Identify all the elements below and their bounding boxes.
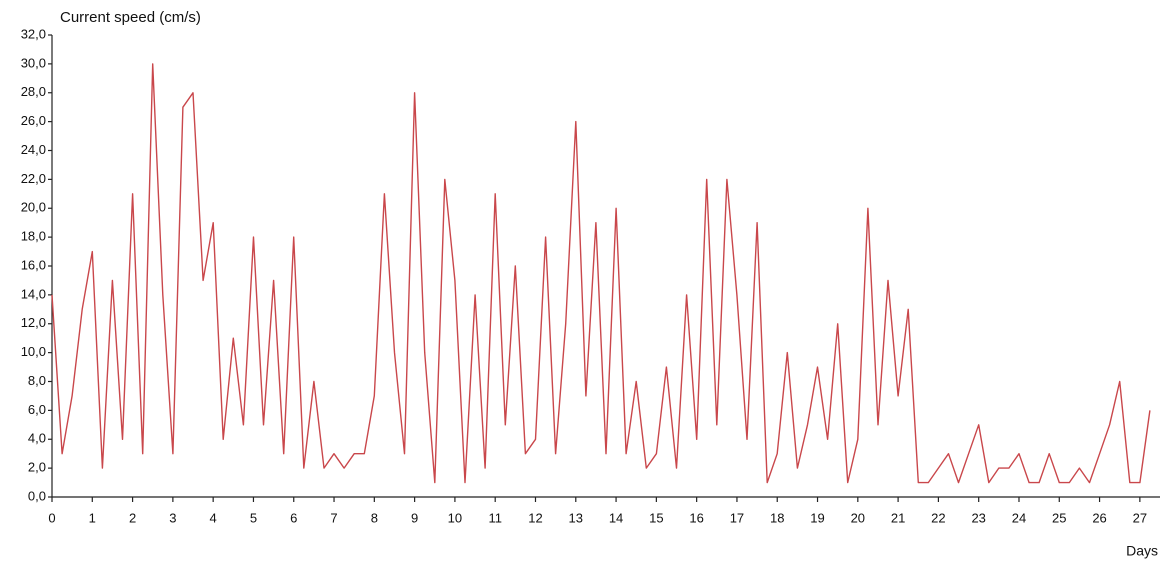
x-tick-label: 16	[689, 510, 703, 525]
y-tick-label: 32,0	[21, 26, 46, 41]
x-axis-label: Days	[1126, 543, 1158, 559]
x-tick-label: 6	[290, 510, 297, 525]
x-tick-label: 1	[89, 510, 96, 525]
x-tick-label: 15	[649, 510, 663, 525]
x-tick-label: 17	[730, 510, 744, 525]
y-tick-label: 16,0	[21, 257, 46, 272]
x-tick-label: 8	[371, 510, 378, 525]
y-tick-label: 14,0	[21, 286, 46, 301]
y-tick-label: 6,0	[28, 402, 46, 417]
y-tick-label: 4,0	[28, 431, 46, 446]
x-tick-label: 3	[169, 510, 176, 525]
x-tick-label: 0	[48, 510, 55, 525]
chart-title: Current speed (cm/s)	[60, 9, 201, 26]
x-tick-label: 5	[250, 510, 257, 525]
y-tick-label: 12,0	[21, 315, 46, 330]
x-tick-label: 13	[569, 510, 583, 525]
y-tick-label: 8,0	[28, 373, 46, 388]
y-tick-label: 2,0	[28, 460, 46, 475]
x-tick-label: 2	[129, 510, 136, 525]
y-tick-label: 20,0	[21, 200, 46, 215]
x-tick-label: 12	[528, 510, 542, 525]
x-tick-label: 27	[1133, 510, 1147, 525]
x-tick-label: 4	[210, 510, 217, 525]
x-tick-label: 18	[770, 510, 784, 525]
x-tick-label: 7	[330, 510, 337, 525]
x-tick-label: 26	[1092, 510, 1106, 525]
x-tick-label: 19	[810, 510, 824, 525]
y-tick-label: 30,0	[21, 55, 46, 70]
series-line	[51, 63, 1151, 484]
x-tick-label: 21	[891, 510, 905, 525]
x-tick-label: 14	[609, 510, 623, 525]
y-tick-label: 0,0	[28, 488, 46, 503]
x-tick-label: 25	[1052, 510, 1066, 525]
x-tick-label: 9	[411, 510, 418, 525]
y-tick-label: 28,0	[21, 84, 46, 99]
x-tick-label: 24	[1012, 510, 1026, 525]
x-tick-label: 23	[971, 510, 985, 525]
y-tick-label: 24,0	[21, 142, 46, 157]
y-tick-label: 22,0	[21, 171, 46, 186]
y-tick-label: 10,0	[21, 344, 46, 359]
x-tick-label: 11	[488, 510, 502, 525]
y-tick-label: 26,0	[21, 113, 46, 128]
y-tick-label: 18,0	[21, 229, 46, 244]
x-tick-label: 20	[851, 510, 865, 525]
x-tick-label: 22	[931, 510, 945, 525]
x-tick-label: 10	[448, 510, 462, 525]
